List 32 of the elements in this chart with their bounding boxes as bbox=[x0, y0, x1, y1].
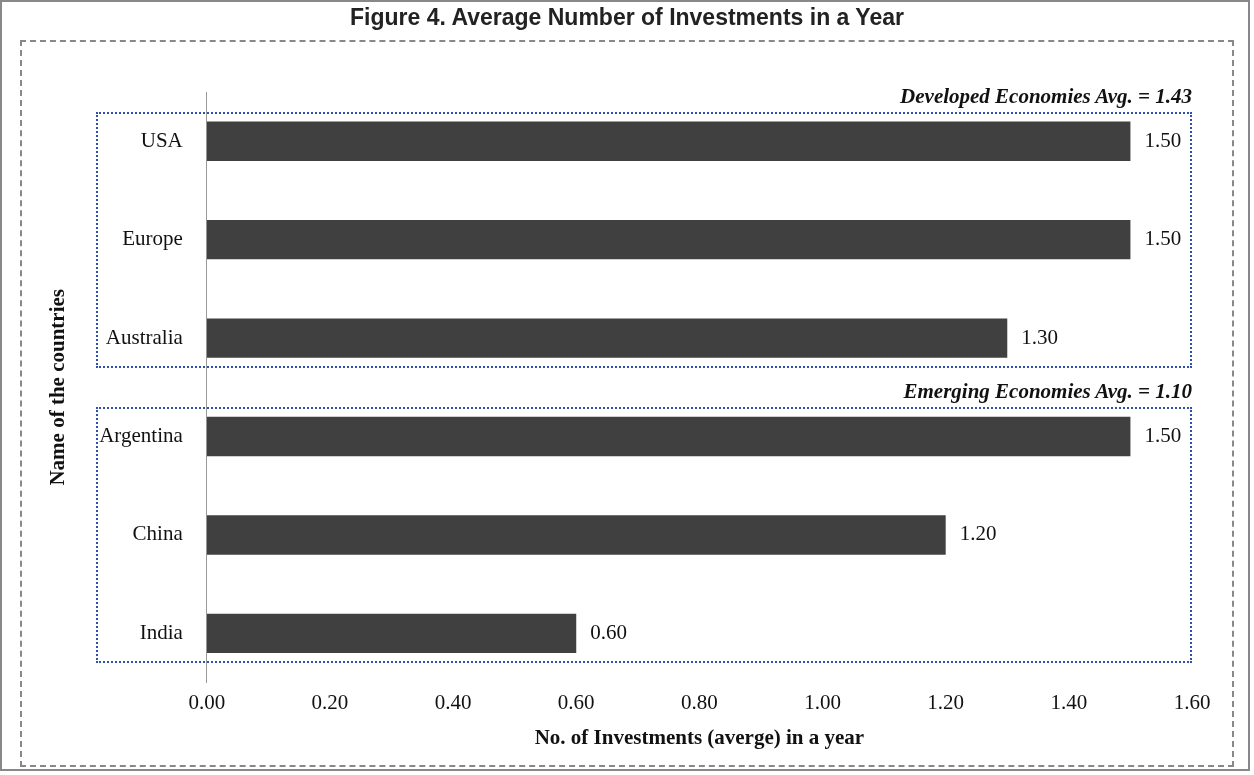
data-label: 1.30 bbox=[1021, 324, 1059, 349]
y-tick-label: Australia bbox=[105, 324, 184, 349]
y-tick-label: India bbox=[139, 619, 184, 644]
data-label: 0.60 bbox=[590, 619, 627, 644]
x-tick-label: 0.60 bbox=[557, 689, 595, 714]
x-tick-label: 0.20 bbox=[311, 689, 349, 714]
annotation: Emerging Economies Avg. = 1.10 bbox=[902, 378, 1193, 403]
x-tick-label: 0.40 bbox=[434, 689, 472, 714]
data-label: 1.20 bbox=[959, 521, 997, 546]
chart-title: Figure 4. Average Number of Investments in a Year bbox=[349, 4, 905, 31]
y-axis-title: Name of the countries bbox=[45, 289, 70, 486]
bar bbox=[206, 219, 1131, 260]
bar bbox=[206, 613, 577, 654]
bar bbox=[206, 318, 1008, 358]
x-tick-label: 0.80 bbox=[681, 689, 718, 714]
y-tick-label: China bbox=[132, 521, 184, 546]
annotation: Developed Economies Avg. = 1.43 bbox=[899, 83, 1192, 108]
bar bbox=[206, 515, 946, 555]
data-label: 1.50 bbox=[1144, 226, 1182, 251]
x-tick-label: 1.00 bbox=[804, 689, 841, 714]
x-axis-title: No. of Investments (averge) in a year bbox=[534, 724, 865, 749]
x-tick-label: 1.40 bbox=[1050, 689, 1088, 714]
x-tick-label: 1.20 bbox=[927, 689, 965, 714]
y-tick-label: USA bbox=[140, 127, 184, 152]
data-label: 1.50 bbox=[1144, 127, 1182, 152]
data-label: 1.50 bbox=[1144, 423, 1182, 448]
y-tick-label: Europe bbox=[122, 226, 183, 251]
x-tick-label: 1.60 bbox=[1173, 689, 1211, 714]
bar bbox=[206, 416, 1131, 457]
y-tick-label: Argentina bbox=[99, 423, 184, 448]
x-tick-label: 0.00 bbox=[188, 689, 226, 714]
bar bbox=[206, 121, 1131, 161]
